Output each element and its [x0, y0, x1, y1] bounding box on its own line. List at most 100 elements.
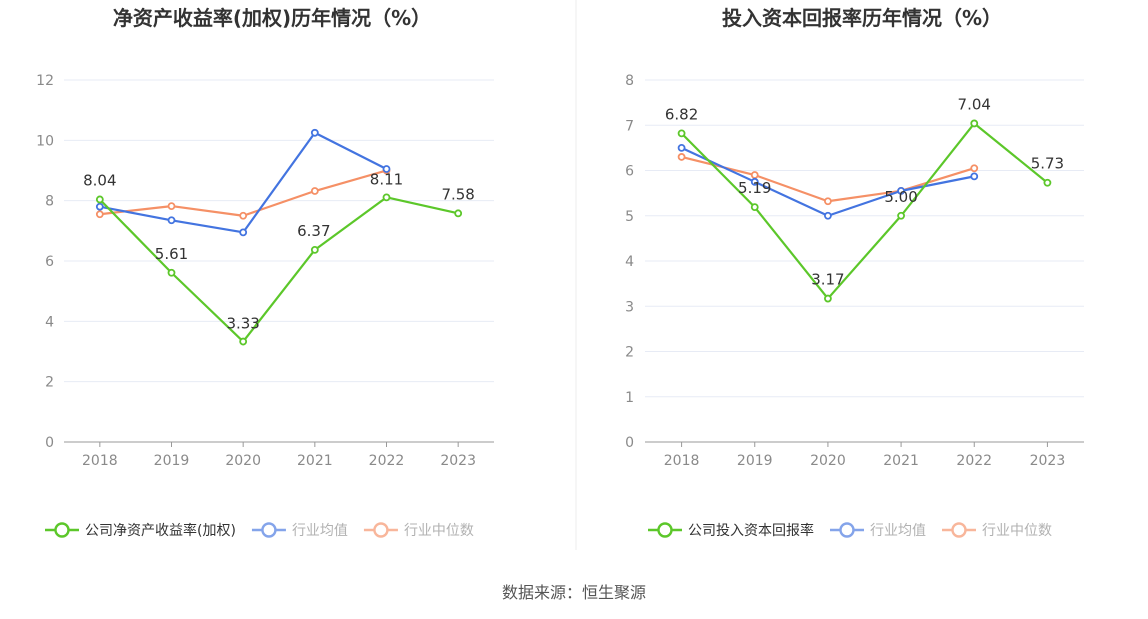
x-tick-label: 2018: [664, 453, 700, 469]
data-point[interactable]: [970, 119, 979, 128]
data-point[interactable]: [167, 216, 176, 225]
chart-title: 净资产收益率(加权)历年情况（%）: [113, 6, 431, 30]
y-tick-label: 0: [45, 435, 54, 451]
data-point[interactable]: [239, 337, 248, 346]
x-tick-label: 2019: [154, 453, 190, 469]
x-tick-label: 2022: [956, 453, 992, 469]
data-label: 3.17: [811, 271, 844, 289]
data-label: 6.37: [297, 222, 330, 240]
data-point[interactable]: [95, 195, 104, 204]
data-point[interactable]: [824, 211, 832, 220]
chart-title: 投入资本回报率历年情况（%）: [722, 6, 1002, 30]
data-point[interactable]: [677, 129, 686, 138]
data-point[interactable]: [239, 228, 248, 237]
legend-label: 公司投入资本回报率: [688, 522, 814, 539]
series-line: [99, 196, 459, 343]
data-point[interactable]: [310, 245, 319, 254]
legend-marker-icon: [839, 522, 855, 538]
data-point[interactable]: [824, 197, 832, 206]
y-tick-label: 10: [36, 133, 54, 149]
x-tick-label: 2020: [225, 453, 261, 469]
y-tick-label: 5: [625, 209, 634, 225]
data-point[interactable]: [1043, 178, 1052, 187]
series-company: 6.82 5.19 3.17 5.00 7.04 5.73: [665, 95, 1064, 303]
data-label: 8.11: [370, 170, 403, 188]
data-point[interactable]: [677, 153, 686, 161]
data-point[interactable]: [970, 164, 979, 173]
data-point[interactable]: [382, 165, 391, 173]
y-tick-label: 7: [625, 118, 634, 134]
x-tick-label: 2021: [883, 453, 919, 469]
legend-item-industry-median[interactable]: 行业中位数: [942, 522, 1052, 539]
data-label: 8.04: [83, 171, 116, 189]
y-tick-label: 6: [625, 164, 634, 180]
legend-label: 行业中位数: [982, 523, 1052, 539]
data-point[interactable]: [95, 210, 104, 219]
roe-chart-panel: 净资产收益率(加权)历年情况（%） 0 2 4 6 8 10 12 2018 2019 2020 20…: [36, 6, 494, 539]
legend-item-company[interactable]: 公司投入资本回报率: [648, 522, 814, 539]
legend-label: 公司净资产收益率(加权): [85, 522, 236, 539]
legend-marker-icon: [261, 522, 277, 538]
x-tick-label: 2019: [737, 453, 773, 469]
data-point[interactable]: [454, 209, 463, 218]
legend-label: 行业均值: [292, 523, 348, 539]
data-point[interactable]: [95, 202, 104, 211]
data-point[interactable]: [310, 187, 319, 195]
legend-item-industry-avg[interactable]: 行业均值: [251, 522, 348, 539]
legend-item-industry-median[interactable]: 行业中位数: [363, 522, 474, 539]
data-point[interactable]: [897, 211, 905, 220]
y-tick-label: 8: [45, 194, 54, 210]
y-tick-label: 4: [625, 254, 634, 270]
data-label: 7.04: [958, 95, 991, 113]
series-line: [99, 169, 387, 217]
data-point[interactable]: [970, 172, 979, 181]
data-label: 5.00: [884, 188, 917, 206]
x-tick-label: 2020: [810, 453, 846, 469]
legend-label: 行业均值: [870, 523, 926, 539]
legend-marker-icon: [373, 522, 389, 538]
y-tick-label: 4: [45, 314, 54, 330]
y-tick-label: 8: [625, 73, 634, 89]
data-point[interactable]: [167, 202, 176, 210]
legend-marker-icon: [951, 522, 967, 538]
x-tick-label: 2021: [297, 453, 333, 469]
y-tick-label: 6: [45, 254, 54, 270]
data-point[interactable]: [382, 193, 391, 202]
series-industry-median: [95, 166, 391, 220]
y-tick-label: 2: [625, 345, 634, 361]
roic-chart-panel: 投入资本回报率历年情况（%） 0 1 2 3 4 5 6 7 8 2018 2019 2020 2021 2…: [625, 6, 1084, 539]
data-point[interactable]: [750, 171, 759, 179]
x-tick-label: 2023: [1030, 453, 1066, 469]
y-tick-label: 0: [625, 435, 634, 451]
x-tick-label: 2022: [369, 453, 405, 469]
data-label: 6.82: [665, 105, 698, 123]
data-point[interactable]: [310, 128, 319, 137]
series-industry-avg: [95, 128, 391, 237]
data-label: 7.58: [441, 185, 474, 203]
series-line: [680, 122, 1049, 300]
data-point[interactable]: [750, 177, 759, 186]
y-tick-label: 1: [625, 390, 634, 406]
y-tick-label: 2: [45, 375, 54, 391]
legend-item-company[interactable]: 公司净资产收益率(加权): [45, 522, 236, 539]
y-tick-label: 3: [625, 299, 634, 315]
y-tick-label: 12: [36, 73, 54, 89]
data-label: 5.61: [155, 245, 188, 263]
data-point[interactable]: [824, 294, 832, 303]
legend-item-industry-avg[interactable]: 行业均值: [830, 522, 926, 539]
data-source: 数据来源：恒生聚源: [502, 583, 646, 602]
data-point[interactable]: [897, 186, 905, 195]
legend-label: 行业中位数: [404, 523, 474, 539]
data-label: 5.19: [738, 179, 771, 197]
data-point[interactable]: [750, 203, 759, 212]
data-label: 5.73: [1031, 155, 1064, 173]
data-point[interactable]: [167, 268, 176, 277]
x-tick-label: 2023: [440, 453, 476, 469]
data-point[interactable]: [677, 143, 686, 152]
x-tick-label: 2018: [82, 453, 118, 469]
data-point[interactable]: [239, 211, 248, 220]
data-label: 3.33: [226, 315, 259, 333]
series-company: 8.04 5.61 3.33 6.37 8.11 7.58: [83, 170, 475, 346]
legend-marker-icon: [657, 522, 673, 538]
